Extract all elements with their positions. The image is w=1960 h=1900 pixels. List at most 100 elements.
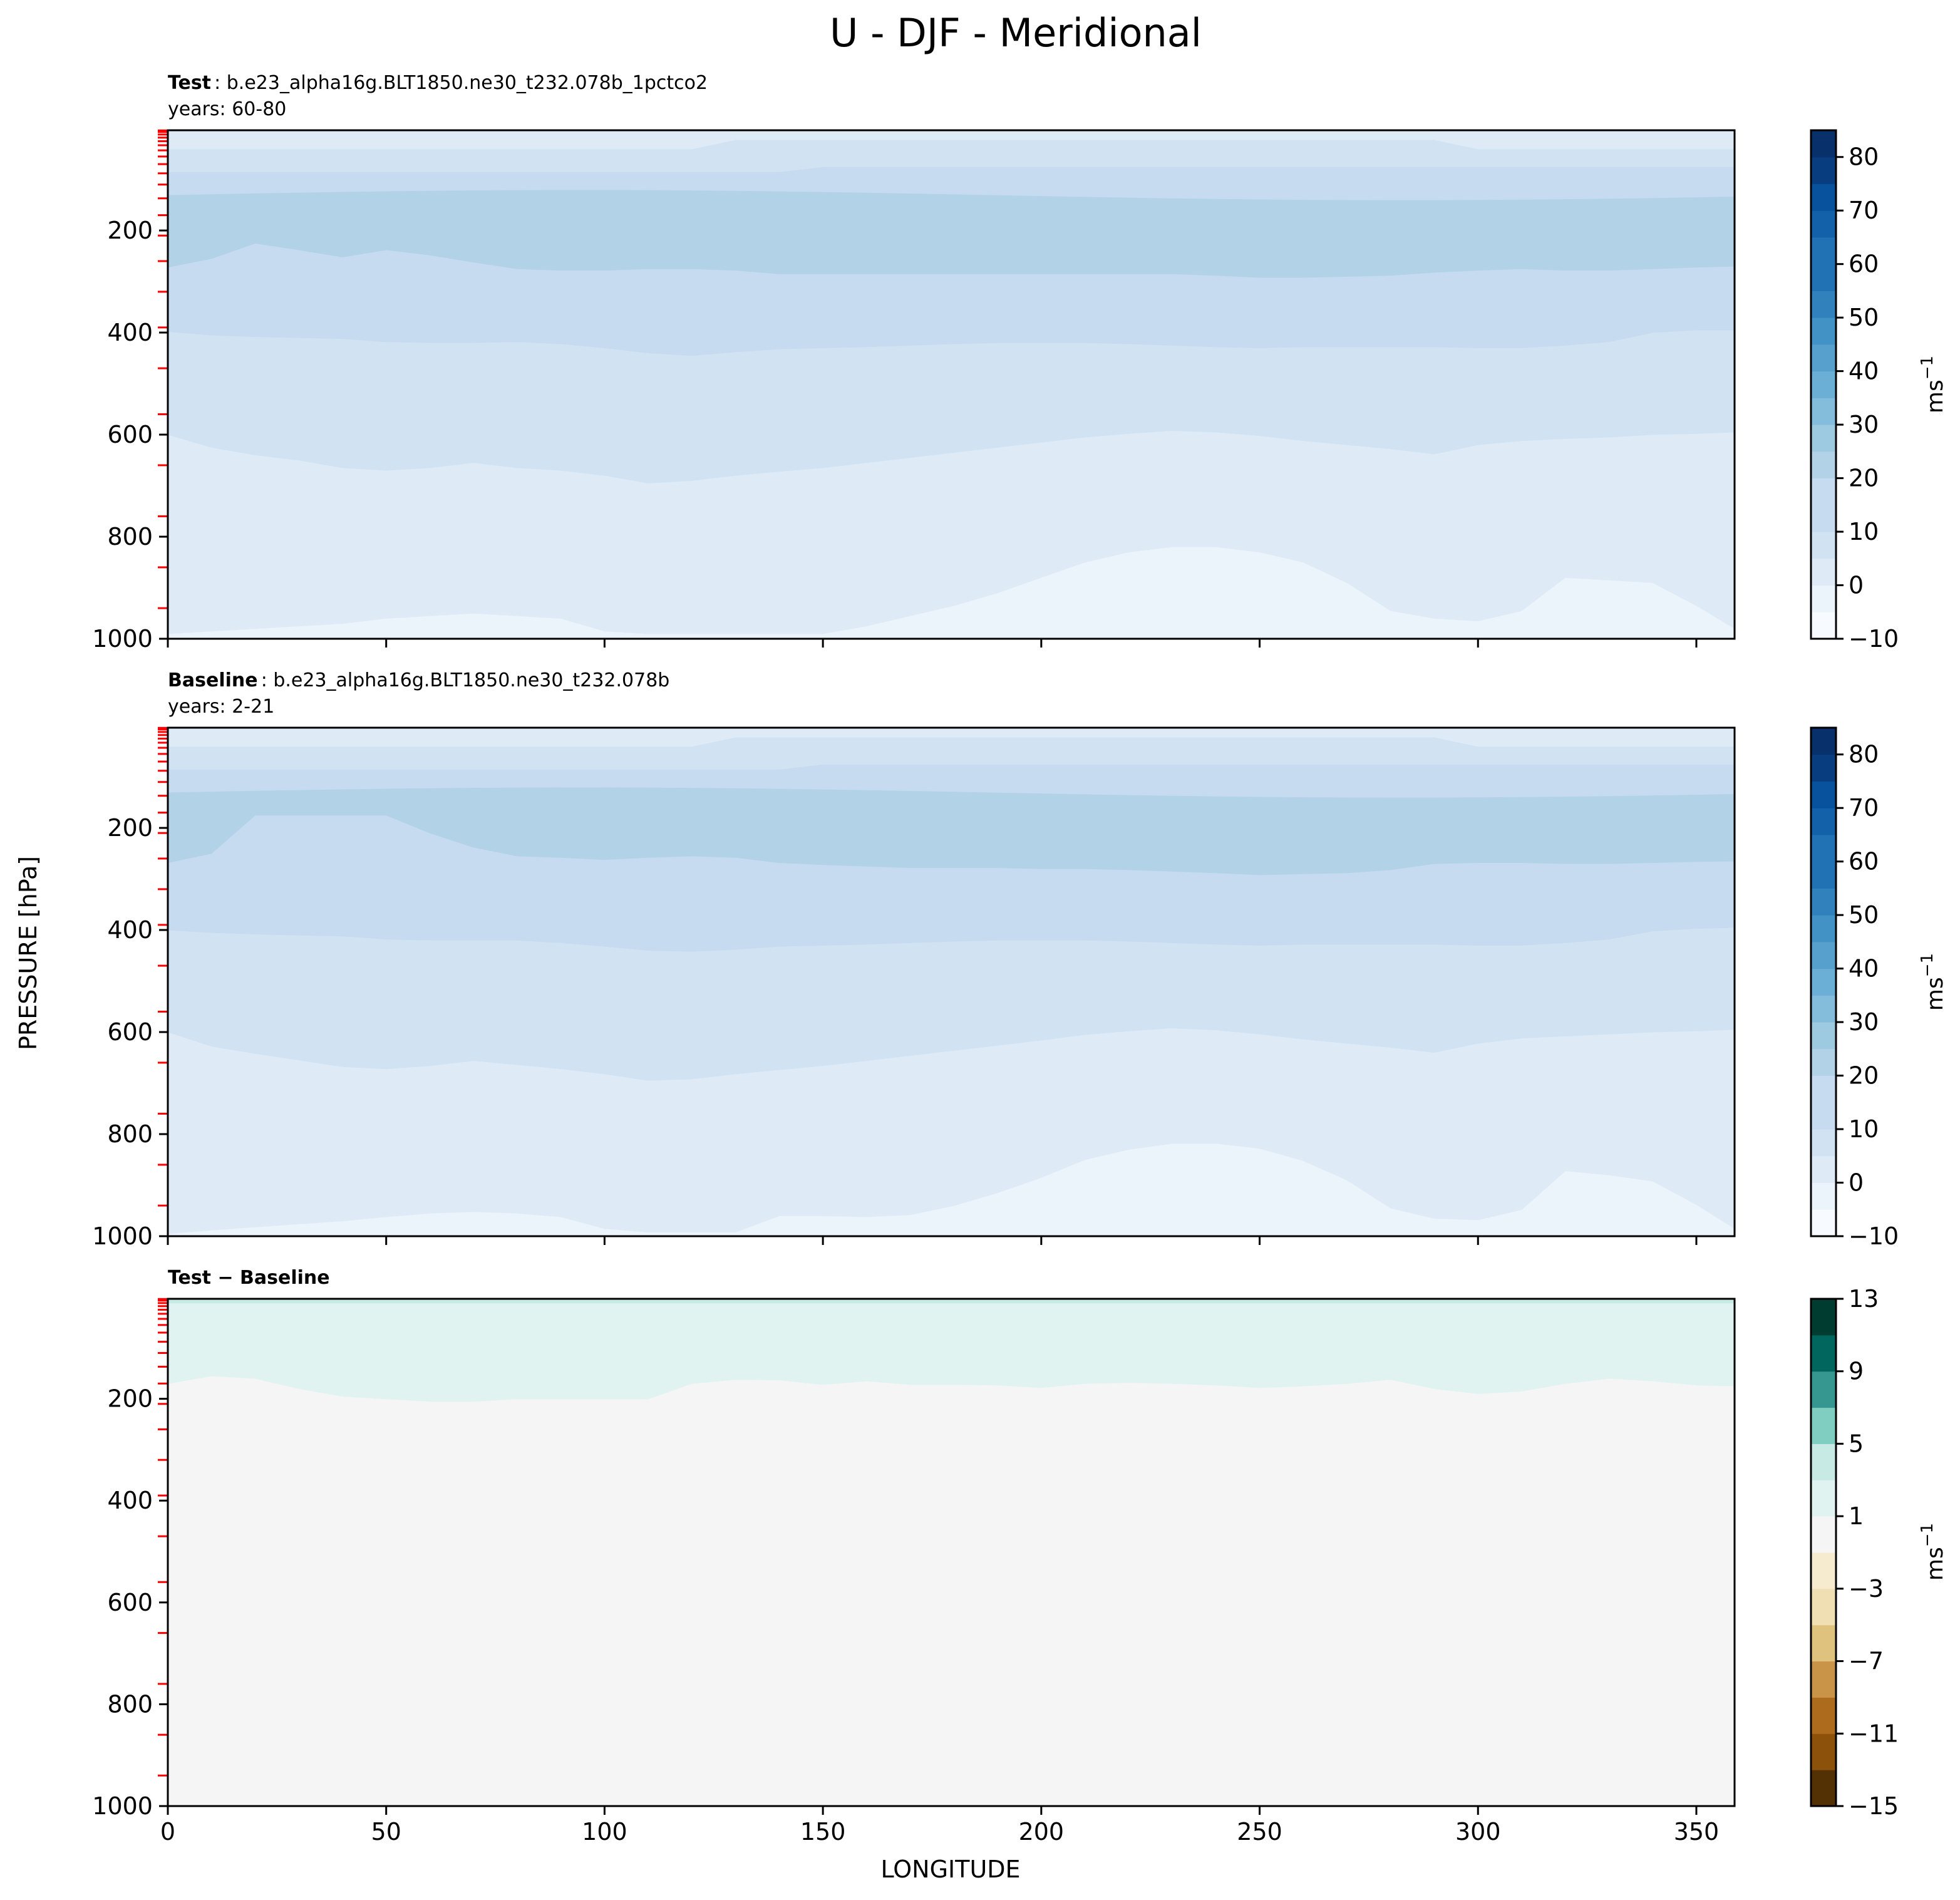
colorbar-swatch xyxy=(1811,1022,1836,1050)
colorbar-swatch xyxy=(1811,1299,1836,1336)
panel-baseline-colorbar-unit-exp: −1 xyxy=(1918,953,1937,977)
panel-difference-contour-fill xyxy=(168,1299,1735,1806)
colorbar-swatch xyxy=(1811,210,1836,238)
y-tick-label: 200 xyxy=(107,1385,153,1413)
contour-band-3-5 xyxy=(168,1299,1735,1304)
colorbar-swatch xyxy=(1811,1770,1836,1807)
colorbar-tick-label: −11 xyxy=(1849,1720,1899,1747)
colorbar-swatch xyxy=(1811,344,1836,372)
colorbar-tick-label: 80 xyxy=(1849,143,1879,171)
colorbar-swatch xyxy=(1811,968,1836,996)
x-tick-label: 50 xyxy=(371,1818,401,1846)
panel-test-frame xyxy=(167,129,1736,640)
panel-difference-colorbar-unit-exp: −1 xyxy=(1918,1523,1937,1547)
y-axis-label: PRESSURE [hPa] xyxy=(14,856,42,1050)
panel-test-contour-fill xyxy=(168,130,1735,639)
x-tick-label: 300 xyxy=(1455,1818,1501,1846)
panel-baseline-years: years: 2-21 xyxy=(168,696,274,718)
colorbar-tick-label: 30 xyxy=(1849,411,1879,438)
colorbar-swatch xyxy=(1811,1209,1836,1237)
panel-baseline-colorbar-unit: ms xyxy=(1922,977,1948,1011)
colorbar-tick-label: 20 xyxy=(1849,465,1879,492)
panel-baseline-title-bold: Baseline xyxy=(168,669,258,691)
colorbar-tick-label: −7 xyxy=(1849,1648,1884,1675)
panel-test-colorbar-unit-exp: −1 xyxy=(1918,356,1937,379)
x-tick-label: 100 xyxy=(582,1818,627,1846)
y-tick-label: 400 xyxy=(107,1487,153,1514)
colorbar-swatch xyxy=(1811,888,1836,916)
colorbar-swatch xyxy=(1811,941,1836,969)
panel-difference-colorbar-unit: ms xyxy=(1922,1547,1948,1581)
y-tick-label: 600 xyxy=(107,1589,153,1616)
colorbar-tick-label: 60 xyxy=(1849,250,1879,278)
colorbar-frame xyxy=(1810,1298,1837,1807)
panel-test-y-ticks: 200 400 600 800 1000 xyxy=(92,217,168,653)
contour-band-upper-3 xyxy=(168,130,1735,150)
colorbar-frame xyxy=(1810,129,1837,640)
colorbar-swatch xyxy=(1811,425,1836,452)
colorbar-tick-label: 0 xyxy=(1849,1169,1864,1197)
colorbar-swatch xyxy=(1811,1697,1836,1734)
panel-test-level-ticks xyxy=(158,129,168,609)
y-tick-label: 1000 xyxy=(92,625,153,653)
colorbar-swatch xyxy=(1811,995,1836,1023)
y-tick-label: 600 xyxy=(107,421,153,448)
colorbar-swatch xyxy=(1811,1552,1836,1589)
colorbar-tick-label: −10 xyxy=(1849,1222,1899,1250)
x-tick-label: 250 xyxy=(1237,1818,1282,1846)
colorbar-swatch xyxy=(1811,183,1836,211)
x-tick-label: 0 xyxy=(160,1818,175,1846)
colorbar-tick-label: 10 xyxy=(1849,1115,1879,1143)
panel-difference-colorbar-label: ms−1 xyxy=(1918,1523,1948,1581)
x-tick-label: 200 xyxy=(1019,1818,1065,1846)
panel-difference-frame xyxy=(167,1298,1736,1807)
colorbar-swatch xyxy=(1811,754,1836,782)
colorbar-tick-label: 80 xyxy=(1849,741,1879,768)
y-tick-label: 800 xyxy=(107,1690,153,1718)
y-tick-label: 400 xyxy=(107,319,153,346)
colorbar-swatch xyxy=(1811,1335,1836,1372)
colorbar-swatch xyxy=(1811,1075,1836,1103)
colorbar-tick-label: 50 xyxy=(1849,304,1879,331)
colorbar-swatch xyxy=(1811,291,1836,318)
x-tick-label: 350 xyxy=(1674,1818,1720,1846)
colorbar-swatch xyxy=(1811,1182,1836,1210)
panel-baseline-colorbar: −10 0 10 20 30 40 50 60 70 80 xyxy=(1810,726,1899,1250)
figure-title: U - DJF - Meridional xyxy=(830,10,1202,56)
panel-test-colorbar-label: ms−1 xyxy=(1918,356,1948,413)
colorbar-swatch xyxy=(1811,1102,1836,1130)
colorbar-swatch xyxy=(1811,1048,1836,1076)
colorbar-tick-label: −15 xyxy=(1849,1792,1899,1820)
colorbar-swatch xyxy=(1811,1371,1836,1408)
panel-test-years: years: 60-80 xyxy=(168,98,286,120)
colorbar-tick-label: 1 xyxy=(1849,1502,1864,1530)
colorbar-tick-label: −3 xyxy=(1849,1575,1884,1603)
panel-difference-y-ticks: 200 400 600 800 1000 xyxy=(92,1385,168,1820)
panel-baseline-frame xyxy=(167,726,1736,1237)
panel-test: Test : b.e23_alpha16g.BLT1850.ne30_t232.… xyxy=(92,72,1948,653)
colorbar-swatch xyxy=(1811,237,1836,265)
colorbar-tick-label: 5 xyxy=(1849,1430,1864,1457)
panel-baseline-y-ticks: 200 400 600 800 1000 xyxy=(92,814,168,1250)
panel-baseline: Baseline : b.e23_alpha16g.BLT1850.ne30_t… xyxy=(92,669,1948,1250)
panel-baseline-level-ticks xyxy=(158,726,168,1207)
panel-test-title-bold: Test xyxy=(168,72,211,94)
panel-baseline-x-ticks xyxy=(167,1236,1698,1245)
colorbar-swatch xyxy=(1811,861,1836,889)
colorbar-swatch xyxy=(1811,1733,1836,1770)
y-tick-label: 1000 xyxy=(92,1222,153,1250)
colorbar-frame xyxy=(1810,726,1837,1237)
colorbar-tick-label: 70 xyxy=(1849,197,1879,224)
colorbar-swatch xyxy=(1811,1516,1836,1553)
y-tick-label: 600 xyxy=(107,1018,153,1046)
panel-difference-level-ticks xyxy=(158,1298,168,1777)
contour-band-upper-3 xyxy=(168,728,1735,747)
colorbar-swatch xyxy=(1811,371,1836,398)
x-axis-label: LONGITUDE xyxy=(880,1856,1020,1883)
colorbar-tick-label: 60 xyxy=(1849,848,1879,875)
y-tick-label: 800 xyxy=(107,1120,153,1148)
colorbar-tick-label: 13 xyxy=(1849,1285,1879,1313)
colorbar-swatch xyxy=(1811,532,1836,559)
colorbar-swatch xyxy=(1811,834,1836,862)
